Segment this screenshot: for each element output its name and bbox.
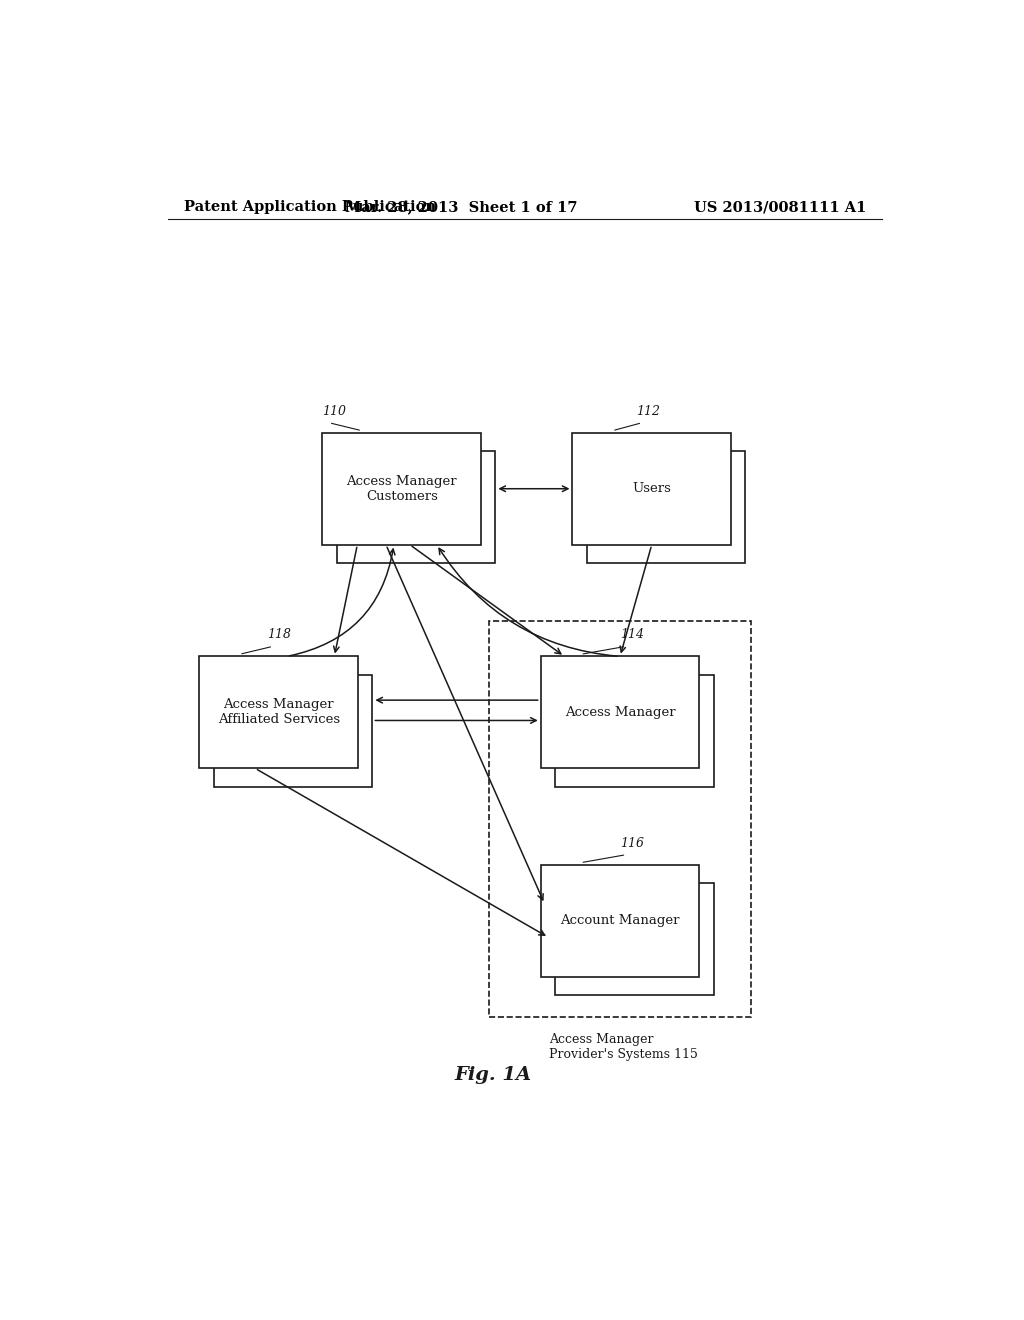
Text: Fig. 1A: Fig. 1A <box>455 1067 531 1084</box>
Bar <box>572 433 731 545</box>
Bar <box>200 656 358 768</box>
Bar <box>555 883 714 995</box>
Text: 110: 110 <box>323 405 346 417</box>
Text: Access Manager
Customers: Access Manager Customers <box>346 475 457 503</box>
Text: Access Manager
Provider's Systems 115: Access Manager Provider's Systems 115 <box>549 1032 697 1060</box>
Text: 112: 112 <box>636 405 659 417</box>
Text: US 2013/0081111 A1: US 2013/0081111 A1 <box>693 201 866 214</box>
Text: Access Manager: Access Manager <box>564 706 676 719</box>
Bar <box>541 656 699 768</box>
Bar <box>214 675 373 787</box>
Bar <box>489 620 751 1018</box>
Bar <box>541 865 699 977</box>
Text: Users: Users <box>633 482 671 495</box>
Text: 118: 118 <box>267 628 291 642</box>
Bar <box>323 433 481 545</box>
Text: Patent Application Publication: Patent Application Publication <box>183 201 435 214</box>
Text: Account Manager: Account Manager <box>560 915 680 927</box>
Text: 116: 116 <box>620 837 644 850</box>
Text: 114: 114 <box>620 628 644 642</box>
Text: Mar. 28, 2013  Sheet 1 of 17: Mar. 28, 2013 Sheet 1 of 17 <box>345 201 578 214</box>
Bar <box>587 451 745 562</box>
Text: Access Manager
Affiliated Services: Access Manager Affiliated Services <box>218 698 340 726</box>
Bar <box>337 451 496 562</box>
Bar <box>555 675 714 787</box>
